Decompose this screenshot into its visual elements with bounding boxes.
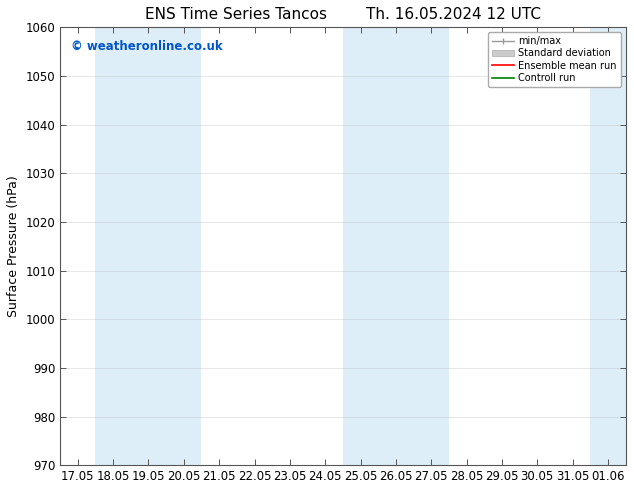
Bar bbox=[96, 27, 202, 465]
Y-axis label: Surface Pressure (hPa): Surface Pressure (hPa) bbox=[7, 175, 20, 317]
Title: ENS Time Series Tancos        Th. 16.05.2024 12 UTC: ENS Time Series Tancos Th. 16.05.2024 12… bbox=[145, 7, 541, 22]
Bar bbox=[343, 27, 449, 465]
Legend: min/max, Standard deviation, Ensemble mean run, Controll run: min/max, Standard deviation, Ensemble me… bbox=[488, 32, 621, 87]
Bar bbox=[590, 27, 634, 465]
Text: © weatheronline.co.uk: © weatheronline.co.uk bbox=[72, 40, 223, 53]
